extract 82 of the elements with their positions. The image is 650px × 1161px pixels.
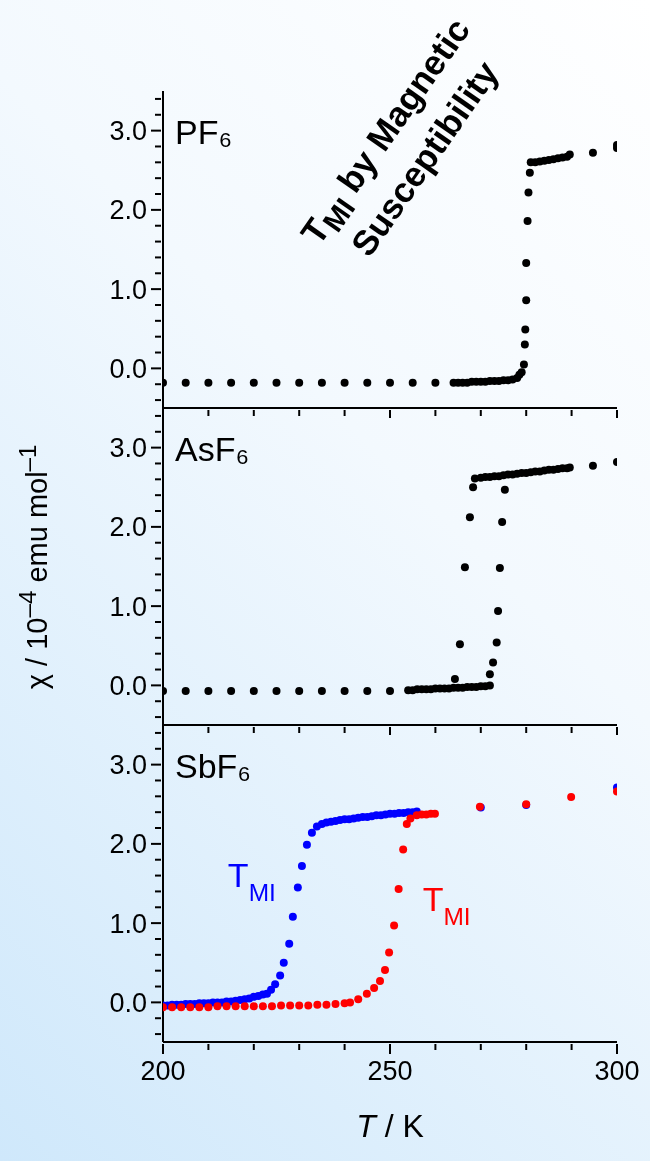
- point: [322, 1000, 331, 1009]
- point: [522, 296, 531, 305]
- point: [293, 883, 302, 892]
- point: [186, 1003, 195, 1012]
- point: [340, 378, 349, 387]
- y-tick-label: 0.0: [109, 670, 147, 701]
- point: [249, 1002, 258, 1011]
- point: [331, 999, 340, 1008]
- y-tick-label: 3.0: [109, 750, 147, 781]
- x-tick-label: 300: [594, 1056, 640, 1086]
- point: [307, 828, 316, 837]
- x-tick-label: 250: [367, 1056, 413, 1086]
- point: [285, 939, 294, 948]
- point: [521, 325, 530, 334]
- point: [346, 998, 355, 1007]
- point: [363, 378, 372, 387]
- point: [213, 1002, 222, 1011]
- series-label: T$_{MI}$: [422, 880, 471, 930]
- series-label: T$_{MI}$: [227, 856, 276, 906]
- point: [277, 1001, 286, 1010]
- point: [522, 258, 531, 267]
- y-tick-label: 1.0: [109, 274, 147, 305]
- point: [276, 971, 285, 980]
- point: [204, 1003, 213, 1012]
- point: [271, 980, 280, 989]
- point: [288, 912, 297, 921]
- point: [431, 378, 440, 387]
- point: [231, 1002, 240, 1011]
- y-tick-label: 2.0: [109, 829, 147, 860]
- point: [408, 378, 417, 387]
- point: [402, 820, 411, 829]
- x-axis-title: T / K: [356, 1108, 424, 1144]
- point: [272, 378, 281, 387]
- y-tick-label: 3.0: [109, 116, 147, 147]
- point: [406, 814, 415, 823]
- point: [519, 360, 528, 369]
- y-tick-label: 2.0: [109, 195, 147, 226]
- point: [385, 948, 394, 957]
- point: [376, 976, 385, 985]
- point: [362, 989, 371, 998]
- y-tick-label: 3.0: [109, 433, 147, 464]
- point: [267, 985, 276, 994]
- x-tick-label: 200: [140, 1056, 186, 1086]
- y-tick-label: 0.0: [109, 987, 147, 1018]
- point: [267, 1002, 276, 1011]
- point: [313, 1000, 322, 1009]
- point: [195, 1003, 204, 1012]
- point: [370, 984, 379, 993]
- point: [181, 378, 190, 387]
- point: [279, 958, 288, 967]
- point: [227, 378, 236, 387]
- y-tick-label: 2.0: [109, 512, 147, 543]
- point: [381, 965, 390, 974]
- text: SbF₆: [175, 747, 252, 786]
- point: [258, 1002, 267, 1011]
- point: [354, 995, 363, 1004]
- point: [390, 921, 399, 930]
- point: [399, 845, 408, 854]
- point: [394, 885, 403, 894]
- point: [295, 1001, 304, 1010]
- point: [520, 340, 529, 349]
- point: [317, 378, 326, 387]
- text: AsF₆: [175, 430, 250, 469]
- point: [588, 148, 597, 157]
- y-tick-label: 0.0: [109, 353, 147, 384]
- point: [204, 378, 213, 387]
- point: [295, 378, 304, 387]
- point: [386, 378, 394, 387]
- text: PF₆: [175, 113, 233, 152]
- point: [523, 216, 532, 225]
- point: [525, 168, 534, 177]
- point: [524, 188, 533, 197]
- y-tick-label: 1.0: [109, 591, 147, 622]
- point: [304, 1001, 313, 1010]
- point: [222, 1002, 231, 1011]
- point: [567, 793, 576, 802]
- point: [302, 840, 311, 849]
- point: [286, 1001, 295, 1010]
- y-tick-label: 1.0: [109, 908, 147, 939]
- point: [249, 378, 258, 387]
- point: [297, 862, 306, 871]
- point: [240, 1002, 249, 1011]
